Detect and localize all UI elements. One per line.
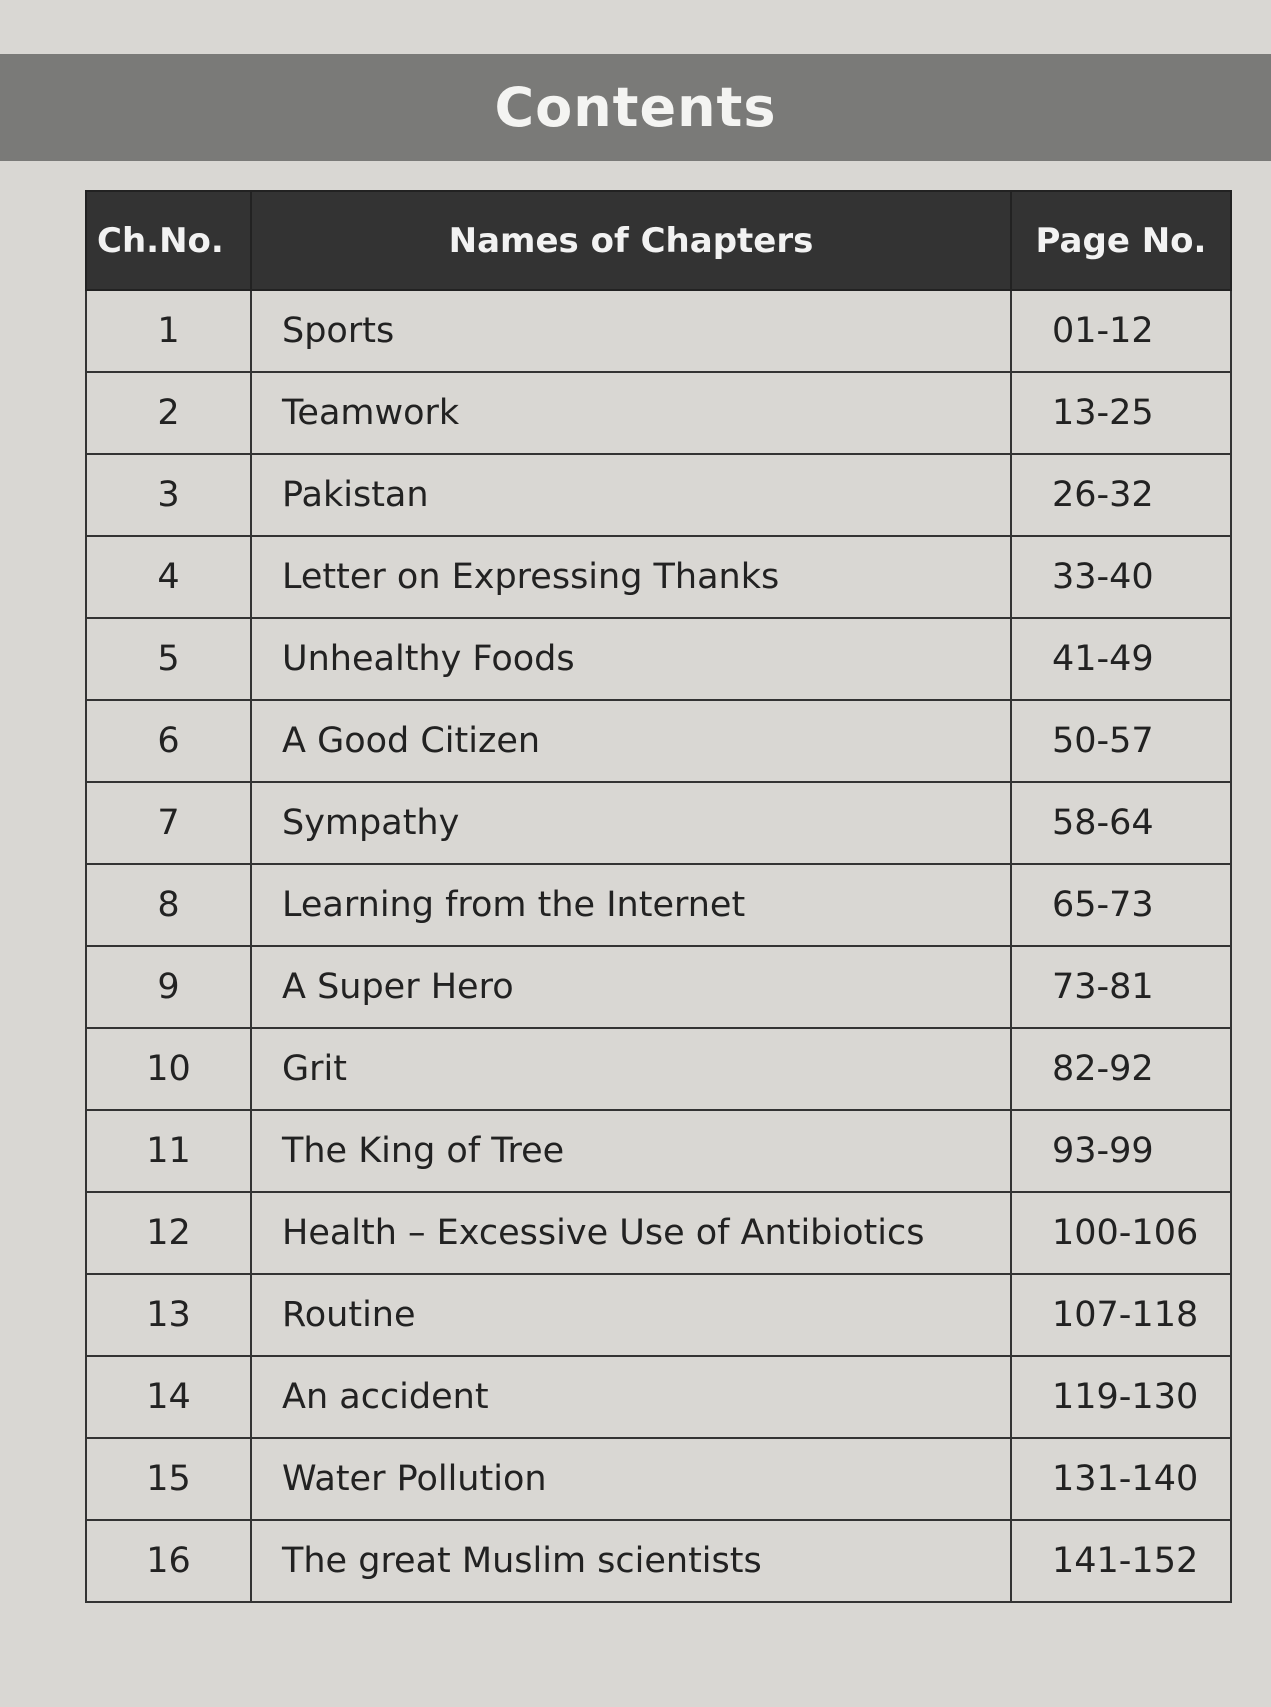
chapter-row: 3 Pakistan 26-32 — [85, 453, 1232, 537]
chapter-row: 11 The King of Tree 93-99 — [85, 1109, 1232, 1193]
page-range: 26-32 — [1010, 453, 1232, 537]
chapter-row: 5 Unhealthy Foods 41-49 — [85, 617, 1232, 701]
page-range: 107-118 — [1010, 1273, 1232, 1357]
page-range: 82-92 — [1010, 1027, 1232, 1111]
chapter-number: 13 — [85, 1273, 252, 1357]
page-range: 73-81 — [1010, 945, 1232, 1029]
chapter-number: 5 — [85, 617, 252, 701]
chapter-name: Sympathy — [250, 781, 1012, 865]
chapter-name: The King of Tree — [250, 1109, 1012, 1193]
page-range: 119-130 — [1010, 1355, 1232, 1439]
chapter-number: 7 — [85, 781, 252, 865]
chapter-number: 10 — [85, 1027, 252, 1111]
chapter-name: Learning from the Internet — [250, 863, 1012, 947]
chapter-name: Health – Excessive Use of Antibiotics — [250, 1191, 1012, 1275]
chapter-row: 10 Grit 82-92 — [85, 1027, 1232, 1111]
chapter-name: Letter on Expressing Thanks — [250, 535, 1012, 619]
chapter-name: Routine — [250, 1273, 1012, 1357]
column-header: Ch.No. — [85, 190, 252, 291]
chapter-name: Water Pollution — [250, 1437, 1012, 1521]
chapter-name: Unhealthy Foods — [250, 617, 1012, 701]
chapter-number: 8 — [85, 863, 252, 947]
chapter-row: 2 Teamwork 13-25 — [85, 371, 1232, 455]
chapter-number: 3 — [85, 453, 252, 537]
chapter-number: 11 — [85, 1109, 252, 1193]
contents-table: Ch.No. Names of Chapters Page No. 1 Sport… — [85, 190, 1232, 1603]
chapter-number: 2 — [85, 371, 252, 455]
chapter-number: 9 — [85, 945, 252, 1029]
page-range: 65-73 — [1010, 863, 1232, 947]
page-range: 13-25 — [1010, 371, 1232, 455]
chapter-number: 6 — [85, 699, 252, 783]
chapter-number: 1 — [85, 289, 252, 373]
page-range: 131-140 — [1010, 1437, 1232, 1521]
chapter-name: A Good Citizen — [250, 699, 1012, 783]
page-range: 50-57 — [1010, 699, 1232, 783]
page-range: 01-12 — [1010, 289, 1232, 373]
chapter-number: 14 — [85, 1355, 252, 1439]
title-band: Contents — [0, 54, 1271, 161]
chapter-name: A Super Hero — [250, 945, 1012, 1029]
header-row: Ch.No. Names of Chapters Page No. — [85, 190, 1232, 291]
chapter-number: 15 — [85, 1437, 252, 1521]
chapter-name: An accident — [250, 1355, 1012, 1439]
chapter-row: 12 Health – Excessive Use of Antibiotics 1… — [85, 1191, 1232, 1275]
page-range: 33-40 — [1010, 535, 1232, 619]
chapter-row: 8 Learning from the Internet 65-73 — [85, 863, 1232, 947]
chapter-name: Pakistan — [250, 453, 1012, 537]
column-header: Page No. — [1010, 190, 1232, 291]
chapter-name: Teamwork — [250, 371, 1012, 455]
chapter-number: 12 — [85, 1191, 252, 1275]
chapter-number: 16 — [85, 1519, 252, 1603]
chapter-row: 4 Letter on Expressing Thanks 33-40 — [85, 535, 1232, 619]
column-header: Names of Chapters — [250, 190, 1012, 291]
title: Contents — [494, 76, 777, 139]
chapter-number: 4 — [85, 535, 252, 619]
chapter-row: 16 The great Muslim scientists 141-152 — [85, 1519, 1232, 1603]
chapter-row: 15 Water Pollution 131-140 — [85, 1437, 1232, 1521]
chapter-row: 14 An accident 119-130 — [85, 1355, 1232, 1439]
chapter-row: 13 Routine 107-118 — [85, 1273, 1232, 1357]
page-range: 41-49 — [1010, 617, 1232, 701]
chapter-name: Sports — [250, 289, 1012, 373]
chapter-name: The great Muslim scientists — [250, 1519, 1012, 1603]
chapter-row: 7 Sympathy 58-64 — [85, 781, 1232, 865]
page-range: 141-152 — [1010, 1519, 1232, 1603]
page-range: 93-99 — [1010, 1109, 1232, 1193]
page-range: 58-64 — [1010, 781, 1232, 865]
page-range: 100-106 — [1010, 1191, 1232, 1275]
chapter-row: 1 Sports 01-12 — [85, 289, 1232, 373]
chapter-name: Grit — [250, 1027, 1012, 1111]
